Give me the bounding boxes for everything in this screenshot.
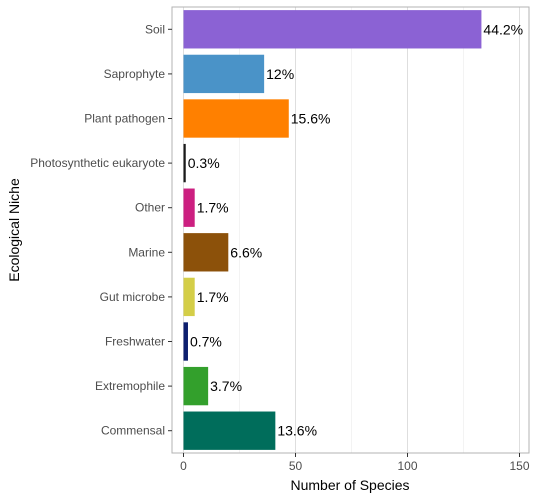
y-tick-label: Plant pathogen [84,112,165,126]
data-label: 3.7% [210,378,242,394]
y-tick-label: Gut microbe [100,290,166,304]
x-axis-title: Number of Species [290,477,409,493]
x-tick-label: 0 [180,459,187,473]
data-label: 13.6% [277,423,317,439]
bar [183,99,289,138]
y-tick-label: Saprophyte [104,67,166,81]
y-tick-label: Photosynthetic eukaryote [30,156,165,170]
data-label: 1.7% [197,289,229,305]
y-tick-label: Extremophile [95,379,165,393]
x-axis: 0 50 100 150 [180,453,530,473]
data-label: 0.3% [188,155,220,171]
bar [183,54,265,94]
data-label: 1.7% [197,200,229,216]
bar [183,366,209,406]
data-label: 0.7% [190,334,222,350]
bar [183,10,482,49]
bar [183,277,195,317]
x-tick-label: 150 [509,459,529,473]
y-tick-label: Commensal [101,424,165,438]
y-tick-label: Other [135,201,165,215]
plot-border [171,6,530,454]
data-label: 15.6% [291,111,331,127]
bars [183,10,482,450]
data-label: 6.6% [230,244,262,260]
y-axis: Soil Saprophyte Plant pathogen Photosynthet… [30,22,172,438]
y-axis-title: Ecological Niche [6,178,22,282]
data-label: 44.2% [483,21,523,37]
x-tick-label: 100 [397,459,417,473]
bar [183,143,186,183]
bar [183,411,276,450]
bar [183,233,229,272]
bar [183,188,195,227]
y-tick-label: Freshwater [105,335,165,349]
bar [183,322,188,361]
data-label: 12% [266,66,294,82]
data-labels: 44.2% 12% 15.6% 0.3% 1.7% 6.6% 1.7% 0.7% 3.7% 13.… [188,21,523,438]
y-tick-label: Marine [128,245,165,259]
y-tick-label: Soil [145,22,165,36]
x-tick-label: 50 [289,459,303,473]
